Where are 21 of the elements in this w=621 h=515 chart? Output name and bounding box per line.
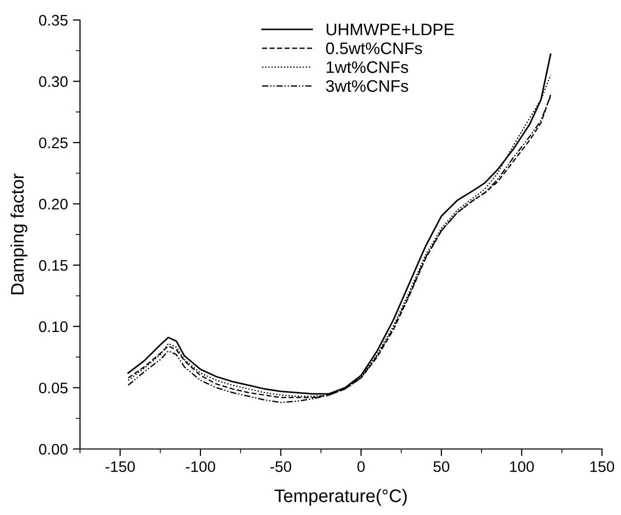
- x-tick-label: -150: [106, 461, 135, 472]
- y-tick-label: 0.00: [39, 444, 68, 455]
- x-tick-label: 0: [357, 461, 365, 472]
- x-tick-label: 50: [434, 461, 450, 472]
- y-tick-label: 0.35: [39, 14, 68, 26]
- y-tick-label: 0.30: [39, 76, 68, 87]
- y-tick-label: 0.25: [39, 137, 68, 148]
- x-tick-label: 100: [510, 461, 534, 472]
- y-tick-label: 0.15: [39, 260, 68, 271]
- legend-label: 1wt%CNFs: [326, 61, 408, 74]
- x-tick-label: 150: [590, 461, 614, 472]
- y-tick-label: 0.10: [39, 321, 68, 332]
- x-tick-label: -50: [270, 461, 292, 472]
- y-axis-title: Damping factor: [10, 174, 28, 294]
- x-axis-title: Temperature(°C): [274, 488, 407, 506]
- x-tick-label: -100: [186, 461, 216, 472]
- y-tick-label: 0.20: [39, 198, 68, 210]
- y-tick-label: 0.05: [39, 382, 68, 394]
- legend-label: 3wt%CNFs: [326, 80, 408, 92]
- legend-label: 0.5wt%CNFs: [326, 42, 422, 54]
- legend-label: UHMWPE+LDPE: [326, 24, 454, 36]
